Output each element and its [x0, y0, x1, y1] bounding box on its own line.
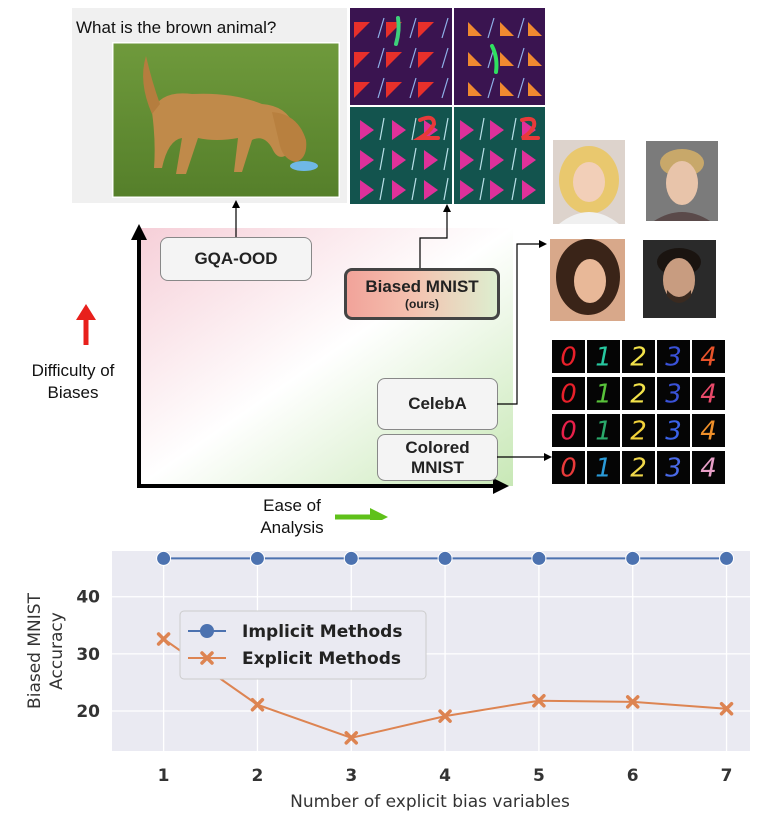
implicit-point [719, 550, 735, 566]
colored-mnist-label-line2: MNIST [411, 457, 464, 477]
mnist-digit: 4 [700, 380, 717, 410]
gqa-example-panel: What is the brown animal? [72, 8, 347, 203]
explicit-point [438, 709, 452, 723]
y-axis-label: Difficulty of Biases [18, 360, 128, 404]
explicit-point [719, 701, 734, 716]
red-up-arrow-icon [76, 304, 96, 345]
mnist-digit: 1 [595, 380, 612, 410]
x-axis-label: Ease of Analysis [232, 495, 352, 539]
legend-explicit-marker-icon [200, 651, 214, 665]
celeba-box: CelebA [377, 378, 498, 430]
x-axis-label-line2: Analysis [260, 518, 324, 537]
x-tick-label: 6 [627, 766, 639, 786]
accuracy-line-chart: 20 30 40 1 2 3 4 5 6 7 Number of explicit bias v… [25, 550, 750, 812]
implicit-point [531, 550, 547, 566]
mnist-digit: 2 [630, 343, 647, 373]
biased-mnist-box: Biased MNIST (ours) [344, 268, 500, 320]
face-photo-4 [643, 240, 716, 318]
mnist-digit: 2 [630, 380, 647, 410]
face-photo-2 [646, 141, 718, 221]
mnist-digit: 2 [630, 417, 647, 447]
biased-mnist-label: Biased MNIST [365, 277, 479, 296]
legend-implicit-label: Implicit Methods [242, 622, 402, 642]
legend-implicit-marker-icon [200, 624, 214, 638]
x-axis-title: Number of explicit bias variables [290, 792, 570, 812]
y-tick-label: 40 [76, 588, 100, 608]
mnist-digit: 0 [560, 380, 577, 410]
x-tick-label: 3 [345, 766, 357, 786]
mnist-digit: 4 [700, 417, 717, 447]
implicit-point [249, 550, 265, 566]
explicit-point [250, 697, 265, 712]
explicit-point [156, 632, 171, 646]
mnist-digit: 0 [560, 454, 577, 484]
explicit-point [344, 731, 358, 745]
implicit-point [625, 550, 641, 566]
mnist-digit: 3 [665, 417, 682, 447]
mnist-digit: 1 [595, 343, 612, 373]
x-tick-label: 5 [533, 766, 545, 786]
biased-mnist-sub-label: (ours) [405, 297, 439, 311]
mnist-digit: 3 [665, 380, 682, 410]
colored-mnist-label-line1: Colored [405, 437, 470, 457]
mnist-digit: 0 [560, 343, 577, 373]
gqa-ood-box: GQA-OOD [160, 237, 312, 281]
mnist-digit: 1 [595, 417, 612, 447]
x-tick-label: 2 [252, 766, 264, 786]
y-axis-label-line1: Difficulty of [31, 361, 115, 380]
y-tick-label: 20 [76, 702, 100, 722]
face-photo-3 [550, 239, 625, 321]
x-tick-label: 1 [158, 766, 170, 786]
mnist-digit: 4 [700, 454, 717, 484]
green-right-arrow-icon [335, 508, 388, 520]
x-tick-label: 4 [439, 766, 451, 786]
implicit-point [343, 550, 359, 566]
y-axis-label-line2: Biases [47, 383, 99, 402]
x-axis-label-line1: Ease of [263, 496, 321, 515]
mnist-digit: 1 [595, 454, 612, 484]
legend-explicit-label: Explicit Methods [242, 649, 401, 669]
y-tick-label: 30 [76, 645, 100, 665]
mnist-digit: 2 [630, 454, 647, 484]
legend: Implicit Methods Explicit Methods [179, 610, 427, 680]
y-axis-title-line2: Accuracy [47, 612, 67, 690]
question-text: What is the brown animal? [76, 18, 277, 37]
dog-photo [112, 42, 340, 198]
gqa-ood-label: GQA-OOD [194, 249, 278, 268]
mnist-digit: 0 [560, 417, 577, 447]
implicit-point [156, 550, 172, 566]
biased-mnist-mosaic [350, 8, 545, 204]
explicit-point [625, 695, 640, 709]
mnist-digit: 3 [665, 343, 682, 373]
implicit-point [437, 550, 453, 566]
celeba-label: CelebA [408, 394, 467, 413]
face-photo-1 [553, 140, 625, 224]
y-axis-title-line1: Biased MNIST [25, 592, 45, 709]
mnist-digit: 4 [700, 343, 717, 373]
explicit-point [532, 693, 546, 708]
connector-arrows [76, 200, 552, 520]
mnist-digit: 3 [665, 454, 682, 484]
x-tick-label: 7 [721, 766, 733, 786]
